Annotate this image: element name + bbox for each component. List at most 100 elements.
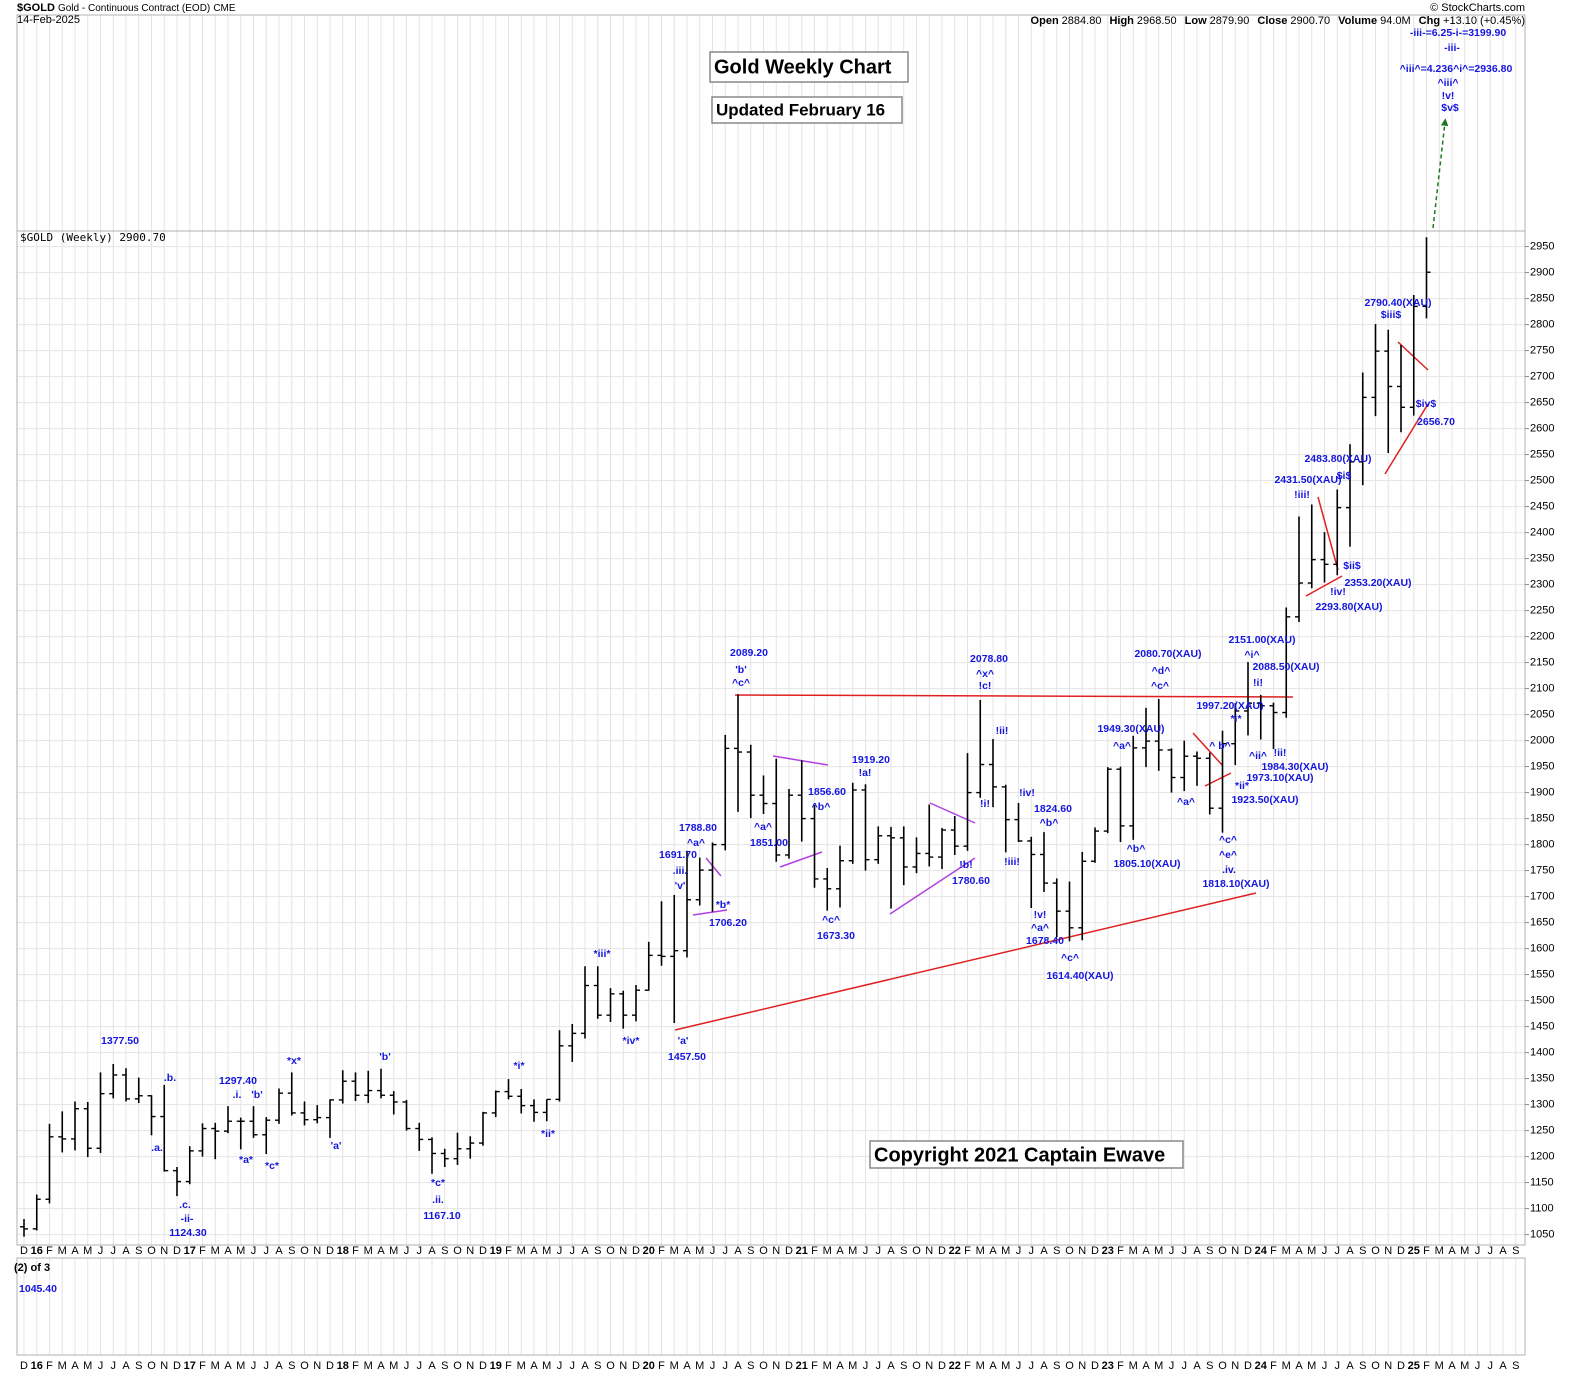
wave-label: -iii-: [1444, 42, 1460, 54]
x-tick-label: M: [848, 1245, 857, 1257]
x-tick-label: S: [1512, 1245, 1519, 1257]
x-tick-label: A: [428, 1245, 436, 1257]
trendline: [772, 755, 829, 766]
x-tick-label: O: [453, 1245, 462, 1257]
wave-label: 1673.30: [817, 930, 855, 942]
x-tick-label: M: [58, 1360, 67, 1372]
x-tick-label: S: [900, 1245, 907, 1257]
wave-label: 1297.40: [219, 1075, 257, 1087]
x-tick-label: A: [275, 1360, 283, 1372]
trendline: [779, 851, 823, 868]
y-tick-label: 2450: [1530, 501, 1554, 513]
y-tick-label: 1850: [1530, 813, 1554, 825]
y-tick-label: 2350: [1530, 553, 1554, 565]
x-tick-label: A: [1448, 1245, 1456, 1257]
wave-label: *iii*: [594, 948, 612, 960]
x-tick-label: O: [1371, 1360, 1380, 1372]
x-tick-label: S: [288, 1245, 295, 1257]
x-tick-label: D: [479, 1245, 487, 1257]
y-tick-label: 2150: [1530, 657, 1554, 669]
wave-label: $ii$: [1343, 560, 1361, 572]
x-tick-label: A: [1346, 1360, 1354, 1372]
x-tick-label: J: [1335, 1245, 1341, 1257]
wave-label: *c*: [431, 1177, 446, 1189]
x-tick-label: M: [976, 1360, 985, 1372]
x-tick-label: A: [530, 1245, 538, 1257]
x-tick-label: M: [236, 1360, 245, 1372]
x-tick-label: A: [122, 1245, 130, 1257]
wave-label: .a.: [151, 1142, 163, 1154]
x-tick-label: M: [389, 1245, 398, 1257]
x-tick-label: F: [199, 1360, 206, 1372]
x-tick-label: O: [300, 1245, 309, 1257]
x-tick-label: A: [1499, 1245, 1507, 1257]
x-tick-label: D: [20, 1360, 28, 1372]
y-tick-label: 2700: [1530, 371, 1554, 383]
y-tick-label: 1900: [1530, 787, 1554, 799]
x-tick-label: N: [313, 1360, 321, 1372]
x-tick-label: 20: [643, 1360, 655, 1372]
x-tick-label: J: [1029, 1360, 1035, 1372]
x-tick-label: S: [135, 1360, 142, 1372]
x-tick-label: S: [747, 1245, 754, 1257]
x-tick-label: N: [160, 1245, 168, 1257]
x-tick-label: J: [1335, 1360, 1341, 1372]
x-tick-label: J: [557, 1360, 563, 1372]
x-tick-label: F: [505, 1245, 512, 1257]
y-tick-label: 2550: [1530, 449, 1554, 461]
x-tick-label: J: [417, 1360, 423, 1372]
x-tick-label: A: [1448, 1360, 1456, 1372]
wave-label: -iii-=6.25-i-=3199.90: [1410, 27, 1506, 39]
wave-label: 2151.00(XAU): [1228, 634, 1295, 646]
x-tick-label: O: [1371, 1245, 1380, 1257]
trendline: [1384, 403, 1429, 475]
quote-value: 2968.50: [1137, 15, 1177, 27]
x-tick-label: J: [264, 1360, 270, 1372]
x-tick-label: M: [1001, 1245, 1010, 1257]
x-tick-label: J: [1475, 1245, 1481, 1257]
y-tick-label: 2750: [1530, 345, 1554, 357]
wave-label: !ii!: [1274, 747, 1287, 759]
x-tick-label: J: [1029, 1245, 1035, 1257]
x-tick-label: M: [823, 1360, 832, 1372]
x-tick-label: N: [466, 1360, 474, 1372]
trendline: [1305, 575, 1343, 597]
x-tick-label: D: [479, 1360, 487, 1372]
y-tick-label: 1600: [1530, 943, 1554, 955]
wave-label: -ii-: [181, 1213, 194, 1225]
wave-label: !b!: [959, 859, 972, 871]
x-tick-label: N: [1078, 1360, 1086, 1372]
wave-label: !c!: [979, 680, 992, 692]
x-tick-label: J: [251, 1360, 257, 1372]
wave-label: ^b^: [1127, 843, 1146, 855]
wave-label: 1973.10(XAU): [1246, 772, 1313, 784]
wave-label: 2483.80(XAU): [1304, 453, 1371, 465]
wave-label: ^b^: [812, 801, 831, 813]
symbol: $GOLD: [17, 2, 55, 14]
x-tick-label: M: [389, 1360, 398, 1372]
x-tick-label: M: [83, 1360, 92, 1372]
wave-count: (2) of 3: [14, 1262, 50, 1274]
x-tick-label: A: [581, 1360, 589, 1372]
wave-label: 1997.20(XAU): [1196, 700, 1263, 712]
x-tick-label: A: [71, 1245, 79, 1257]
x-tick-label: 22: [949, 1245, 961, 1257]
x-tick-label: J: [1182, 1245, 1188, 1257]
x-tick-label: A: [224, 1245, 232, 1257]
trendline: [705, 857, 722, 877]
x-tick-label: O: [1218, 1245, 1227, 1257]
x-tick-label: M: [670, 1245, 679, 1257]
x-tick-label: O: [1065, 1360, 1074, 1372]
y-tick-label: 1650: [1530, 917, 1554, 929]
y-tick-label: 2950: [1530, 241, 1554, 253]
x-tick-label: A: [1142, 1245, 1150, 1257]
x-tick-label: M: [695, 1245, 704, 1257]
x-tick-label: M: [1154, 1360, 1163, 1372]
x-tick-label: 23: [1102, 1245, 1114, 1257]
wave-label: ^e^: [1219, 849, 1237, 861]
x-tick-label: J: [557, 1245, 563, 1257]
x-tick-label: O: [606, 1245, 615, 1257]
x-tick-label: A: [428, 1360, 436, 1372]
y-tick-label: 2400: [1530, 527, 1554, 539]
